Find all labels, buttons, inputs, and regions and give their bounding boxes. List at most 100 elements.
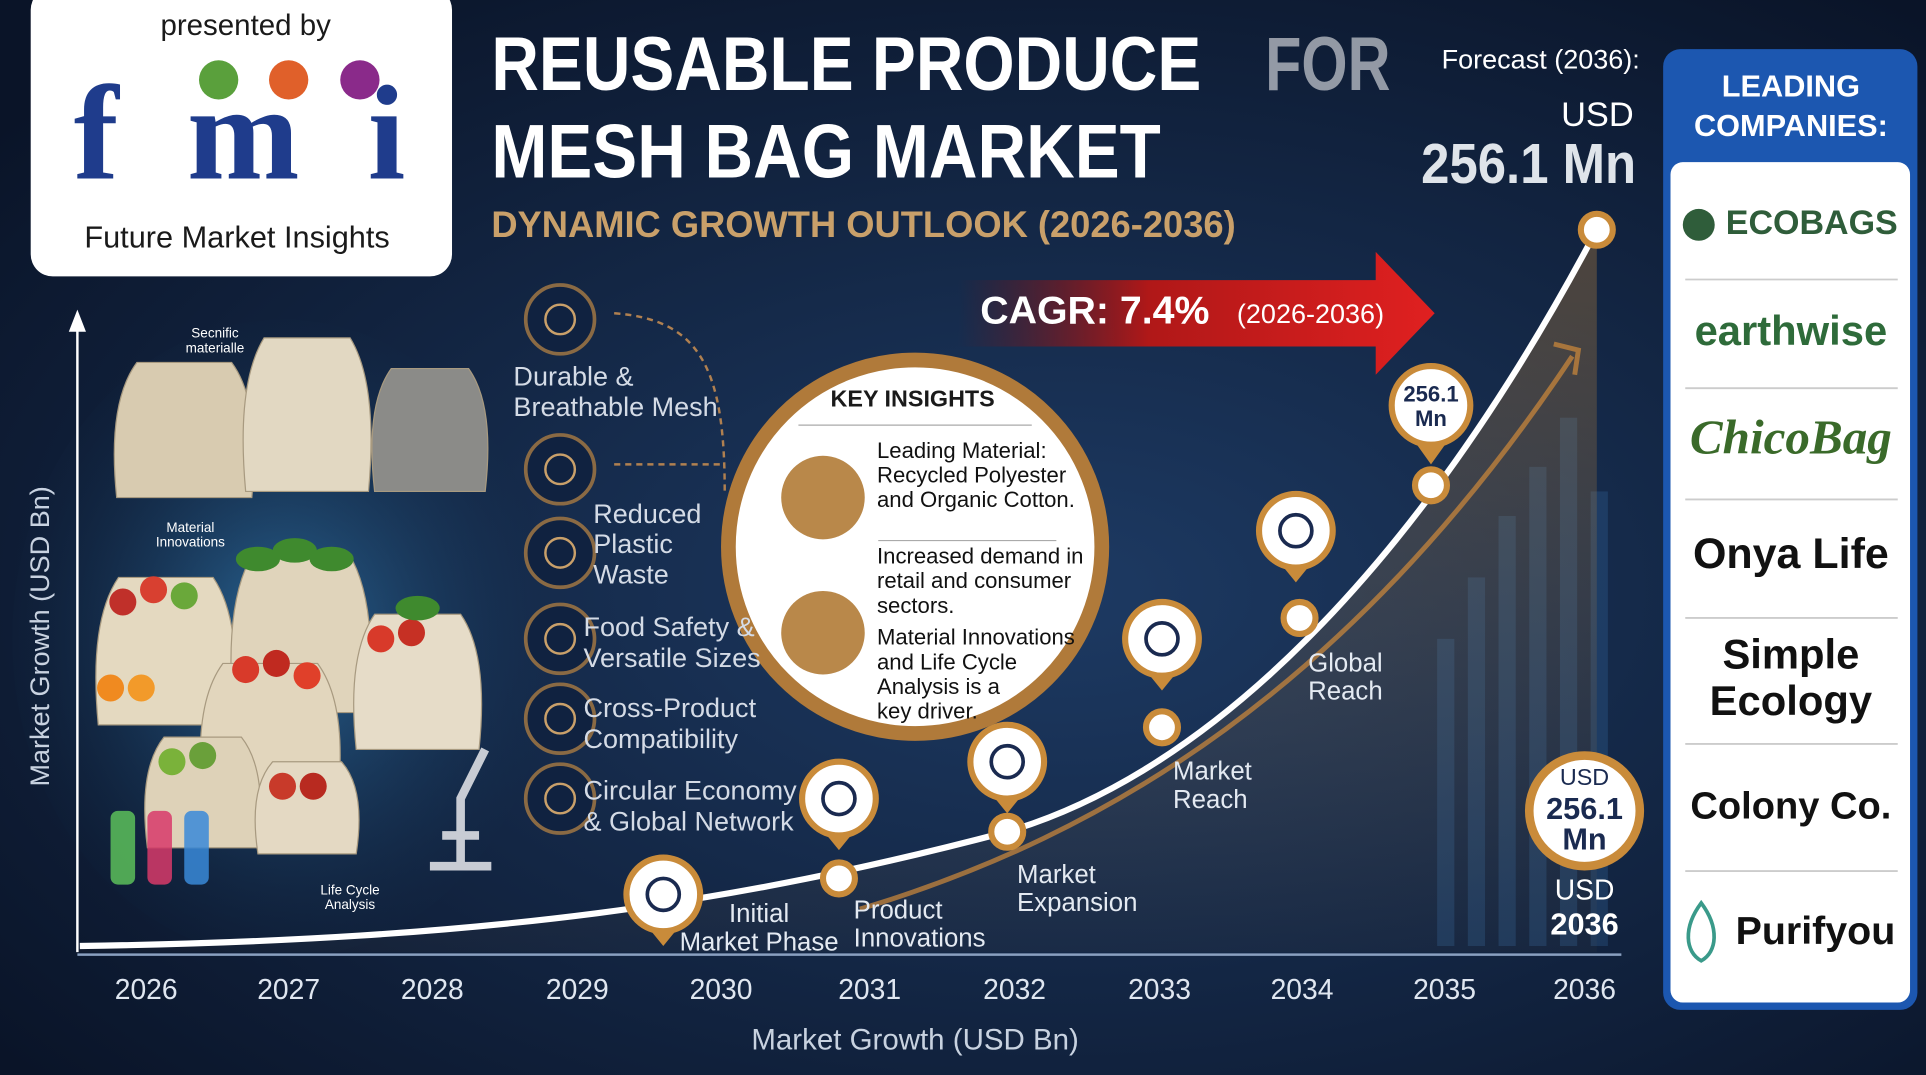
feature-icon [523, 762, 597, 835]
end-badge [1524, 751, 1645, 871]
milestone-icon [645, 876, 682, 913]
end-badge-text: 256.1 [1546, 791, 1623, 826]
produce [97, 674, 125, 702]
produce [158, 748, 186, 776]
microscope [429, 747, 492, 871]
year-label: 2029 [546, 973, 609, 1005]
bubble-text: 256.1 [1403, 381, 1458, 406]
companies-list-bg [1670, 162, 1911, 1003]
end-label: 2036 [1550, 906, 1618, 941]
produce [189, 742, 217, 770]
feature-icon-inner [544, 536, 577, 569]
feature-icon-inner [544, 702, 577, 735]
curve-dot [1142, 708, 1182, 747]
produce [367, 625, 395, 653]
vial [147, 810, 172, 885]
presented-by: presented by [160, 9, 331, 42]
produce [269, 772, 297, 800]
curve-dot [1577, 210, 1616, 249]
feature-icon [523, 283, 597, 356]
insight-text: retail and consumer [877, 568, 1071, 593]
end-badge-text: Mn [1562, 822, 1606, 857]
insight-icon [781, 590, 865, 675]
insight-text: Analysis is a [877, 674, 1001, 699]
value-bubble [1388, 363, 1474, 448]
curve-dot [1280, 598, 1319, 638]
feature-label: Breathable Mesh [513, 392, 717, 422]
trend-arrow-head [1553, 341, 1582, 376]
bag [242, 337, 372, 493]
feature-label: Circular Economy [583, 776, 797, 806]
year-label: 2031 [838, 973, 901, 1005]
bag [371, 367, 489, 493]
produce [109, 588, 137, 616]
company-name-part: Ecology [1710, 677, 1872, 724]
forecast-unit: USD [1561, 96, 1634, 134]
leaf [235, 546, 281, 572]
image-label: Life Cycle [320, 882, 379, 897]
image-label: Innovations [156, 535, 225, 550]
year-label: 2034 [1271, 973, 1334, 1005]
year-label: 2035 [1413, 973, 1476, 1005]
feature-icon [523, 433, 597, 506]
insight-text: and Life Cycle [877, 649, 1017, 674]
milestone-label: Expansion [1017, 889, 1137, 917]
logo-name: Future Market Insights [84, 220, 389, 255]
dynamic-layer: SecnificmaterialleMaterialInnovationsLif… [25, 69, 1898, 1057]
produce [170, 582, 198, 610]
logo-dot [198, 60, 239, 100]
company-name: ECOBAGS [1726, 204, 1898, 242]
company-name: Colony Co. [1690, 785, 1891, 827]
produce [293, 662, 321, 690]
insight-text: Recycled Polyester [877, 463, 1066, 488]
bag [113, 361, 255, 499]
year-label: 2026 [115, 973, 178, 1005]
year-label: 2033 [1128, 973, 1191, 1005]
insight-text: Material Innovations [877, 625, 1075, 650]
feature-label: Compatibility [583, 724, 738, 754]
image-label: Secnific [191, 326, 239, 341]
end-label: USD [1555, 873, 1615, 905]
logo-dot [269, 60, 309, 100]
year-label: 2030 [690, 973, 753, 1005]
feature-icon [523, 682, 597, 755]
title-faded: FOR [1265, 22, 1390, 107]
y-axis-arrow [68, 309, 86, 332]
milestone-label: Innovations [854, 925, 986, 953]
company-name: earthwise [1695, 307, 1888, 354]
insight-text: key driver. [877, 698, 978, 723]
cagr-period: (2026-2036) [1237, 299, 1384, 329]
milestone-icon [821, 780, 857, 817]
year-label: 2028 [401, 973, 464, 1005]
milestone-icon [989, 743, 1026, 780]
curve-dot [1411, 466, 1451, 505]
produce [127, 674, 155, 702]
feature-label: Food Safety & [583, 612, 754, 642]
produce [299, 772, 327, 800]
milestone-label: Product [854, 896, 943, 924]
forecast-label: Forecast (2036): [1442, 45, 1640, 75]
dashed-connector [614, 312, 726, 492]
milestone-label: Market [1173, 758, 1252, 786]
feature-icon [523, 602, 597, 676]
feature-label: Waste [593, 559, 669, 589]
produce [232, 656, 260, 684]
insight-icon [781, 455, 865, 540]
image-label: Material [166, 520, 214, 535]
logo-dot [340, 60, 380, 100]
insights-title: KEY INSIGHTS [831, 386, 995, 412]
feature-label: & Global Network [583, 806, 794, 836]
milestone-pin-head [967, 721, 1048, 802]
year-label: 2032 [983, 973, 1046, 1005]
milestone-label: Initial [729, 900, 789, 928]
curve-dot [988, 812, 1027, 851]
cagr-label: CAGR: 7.4% [980, 289, 1209, 333]
bubble-text: Mn [1415, 406, 1447, 431]
company-logo-mark [1682, 208, 1715, 241]
x-axis-label: Market Growth (USD Bn) [751, 1024, 1078, 1057]
produce [262, 649, 290, 677]
feature-icon-inner [544, 453, 577, 486]
companies-title: LEADING [1722, 69, 1860, 104]
company-name-part: Simple [1722, 630, 1859, 677]
company-name: ChicoBag [1690, 410, 1892, 465]
